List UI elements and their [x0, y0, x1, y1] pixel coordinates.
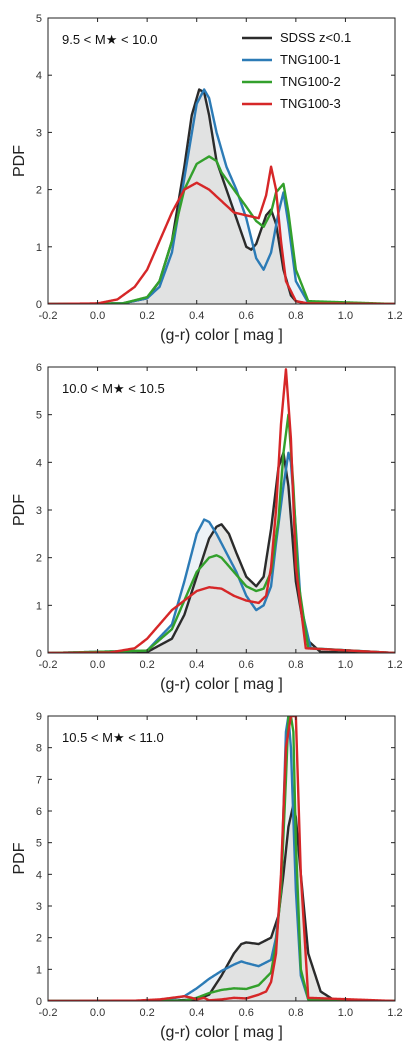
y-tick-label: 2 [36, 933, 42, 945]
y-axis-label: PDF [11, 842, 28, 874]
x-tick-label: 0.8 [288, 659, 303, 671]
y-tick-label: 7 [36, 774, 42, 786]
sdss-fill [48, 452, 395, 653]
y-tick-label: 0 [36, 996, 42, 1008]
legend-label: TNG100-2 [280, 74, 341, 89]
legend-label: TNG100-1 [280, 52, 341, 67]
x-tick-label: -0.2 [39, 1007, 58, 1019]
legend-label: SDSS z<0.1 [280, 30, 351, 45]
x-axis-label: (g-r) color [ mag ] [160, 676, 283, 693]
y-tick-label: 4 [36, 457, 42, 469]
x-tick-label: 0.6 [239, 659, 254, 671]
axes-frame [47, 17, 396, 305]
y-tick-label: 1 [36, 242, 42, 254]
y-tick-label: 3 [36, 901, 42, 913]
y-tick-label: 3 [36, 505, 42, 517]
y-tick-label: 5 [36, 838, 42, 850]
y-tick-label: 3 [36, 127, 42, 139]
legend: SDSS z<0.1 TNG100-1 TNG100-2 TNG100-3 [242, 30, 351, 111]
x-tick-label: 0.6 [239, 1007, 254, 1019]
panel-1: -0.2 0.0 0.2 0.4 0.6 0.8 1.0 1.2 0 1 2 3 4 5 (g-r) col… [11, 13, 403, 344]
x-tick-label: 1.0 [338, 1007, 353, 1019]
x-tick-label: -0.2 [39, 310, 58, 322]
x-tick-label: 1.2 [387, 659, 402, 671]
plot-area [48, 88, 395, 304]
x-tick-label: 0.8 [288, 310, 303, 322]
mass-range-annotation: 9.5 < M★ < 10.0 [62, 32, 158, 47]
x-axis-label: (g-r) color [ mag ] [160, 327, 283, 344]
plot-area [48, 716, 395, 1001]
x-tick-label: 0.6 [239, 310, 254, 322]
y-tick-label: 0 [36, 648, 42, 660]
series-line-tng100-3 [48, 716, 395, 1001]
y-tick-label: 6 [36, 362, 42, 374]
y-tick-label: 5 [36, 410, 42, 422]
x-tick-label: 1.2 [387, 310, 402, 322]
y-tick-label: 4 [36, 70, 42, 82]
x-tick-label: 0.4 [189, 659, 204, 671]
y-tick-label: 8 [36, 743, 42, 755]
panel-3: -0.2 0.0 0.2 0.4 0.6 0.8 1.0 1.2 0 1 2 3 4 5 6 7 8 9 (g-r)… [11, 711, 403, 1041]
y-tick-label: 1 [36, 964, 42, 976]
y-tick-label: 2 [36, 553, 42, 565]
y-tick-label: 1 [36, 600, 42, 612]
x-tick-label: 0.0 [90, 1007, 105, 1019]
series-line-tng100-2 [48, 716, 395, 1001]
panel-2: -0.2 0.0 0.2 0.4 0.6 0.8 1.0 1.2 0 1 2 3 4 5 6 (g-r) co… [11, 362, 403, 693]
x-tick-label: 1.0 [338, 659, 353, 671]
x-tick-label: 0.0 [90, 659, 105, 671]
y-tick-label: 9 [36, 711, 42, 723]
mass-range-annotation: 10.5 < M★ < 11.0 [62, 730, 164, 745]
mass-range-annotation: 10.0 < M★ < 10.5 [62, 381, 165, 396]
y-tick-label: 5 [36, 13, 42, 25]
series-line-tng100-1 [48, 716, 395, 1001]
x-tick-label: 1.0 [338, 310, 353, 322]
axes-frame [47, 715, 396, 1002]
plot-area [48, 368, 395, 653]
x-tick-label: 0.4 [189, 310, 204, 322]
x-tick-label: 1.2 [387, 1007, 402, 1019]
x-tick-label: 0.2 [139, 659, 154, 671]
tng100-1-fill [48, 716, 395, 1001]
y-tick-label: 6 [36, 806, 42, 818]
sdss-fill [48, 89, 395, 304]
x-axis-label: (g-r) color [ mag ] [160, 1024, 283, 1041]
x-tick-label: -0.2 [39, 659, 58, 671]
y-tick-label: 4 [36, 869, 42, 881]
x-tick-label: 0.8 [288, 1007, 303, 1019]
y-tick-label: 0 [36, 299, 42, 311]
x-tick-label: 0.2 [139, 310, 154, 322]
x-tick-label: 0.4 [189, 1007, 204, 1019]
x-tick-label: 0.2 [139, 1007, 154, 1019]
y-tick-label: 2 [36, 185, 42, 197]
y-axis-label: PDF [11, 145, 28, 177]
legend-label: TNG100-3 [280, 96, 341, 111]
y-axis-label: PDF [11, 494, 28, 526]
x-tick-label: 0.0 [90, 310, 105, 322]
